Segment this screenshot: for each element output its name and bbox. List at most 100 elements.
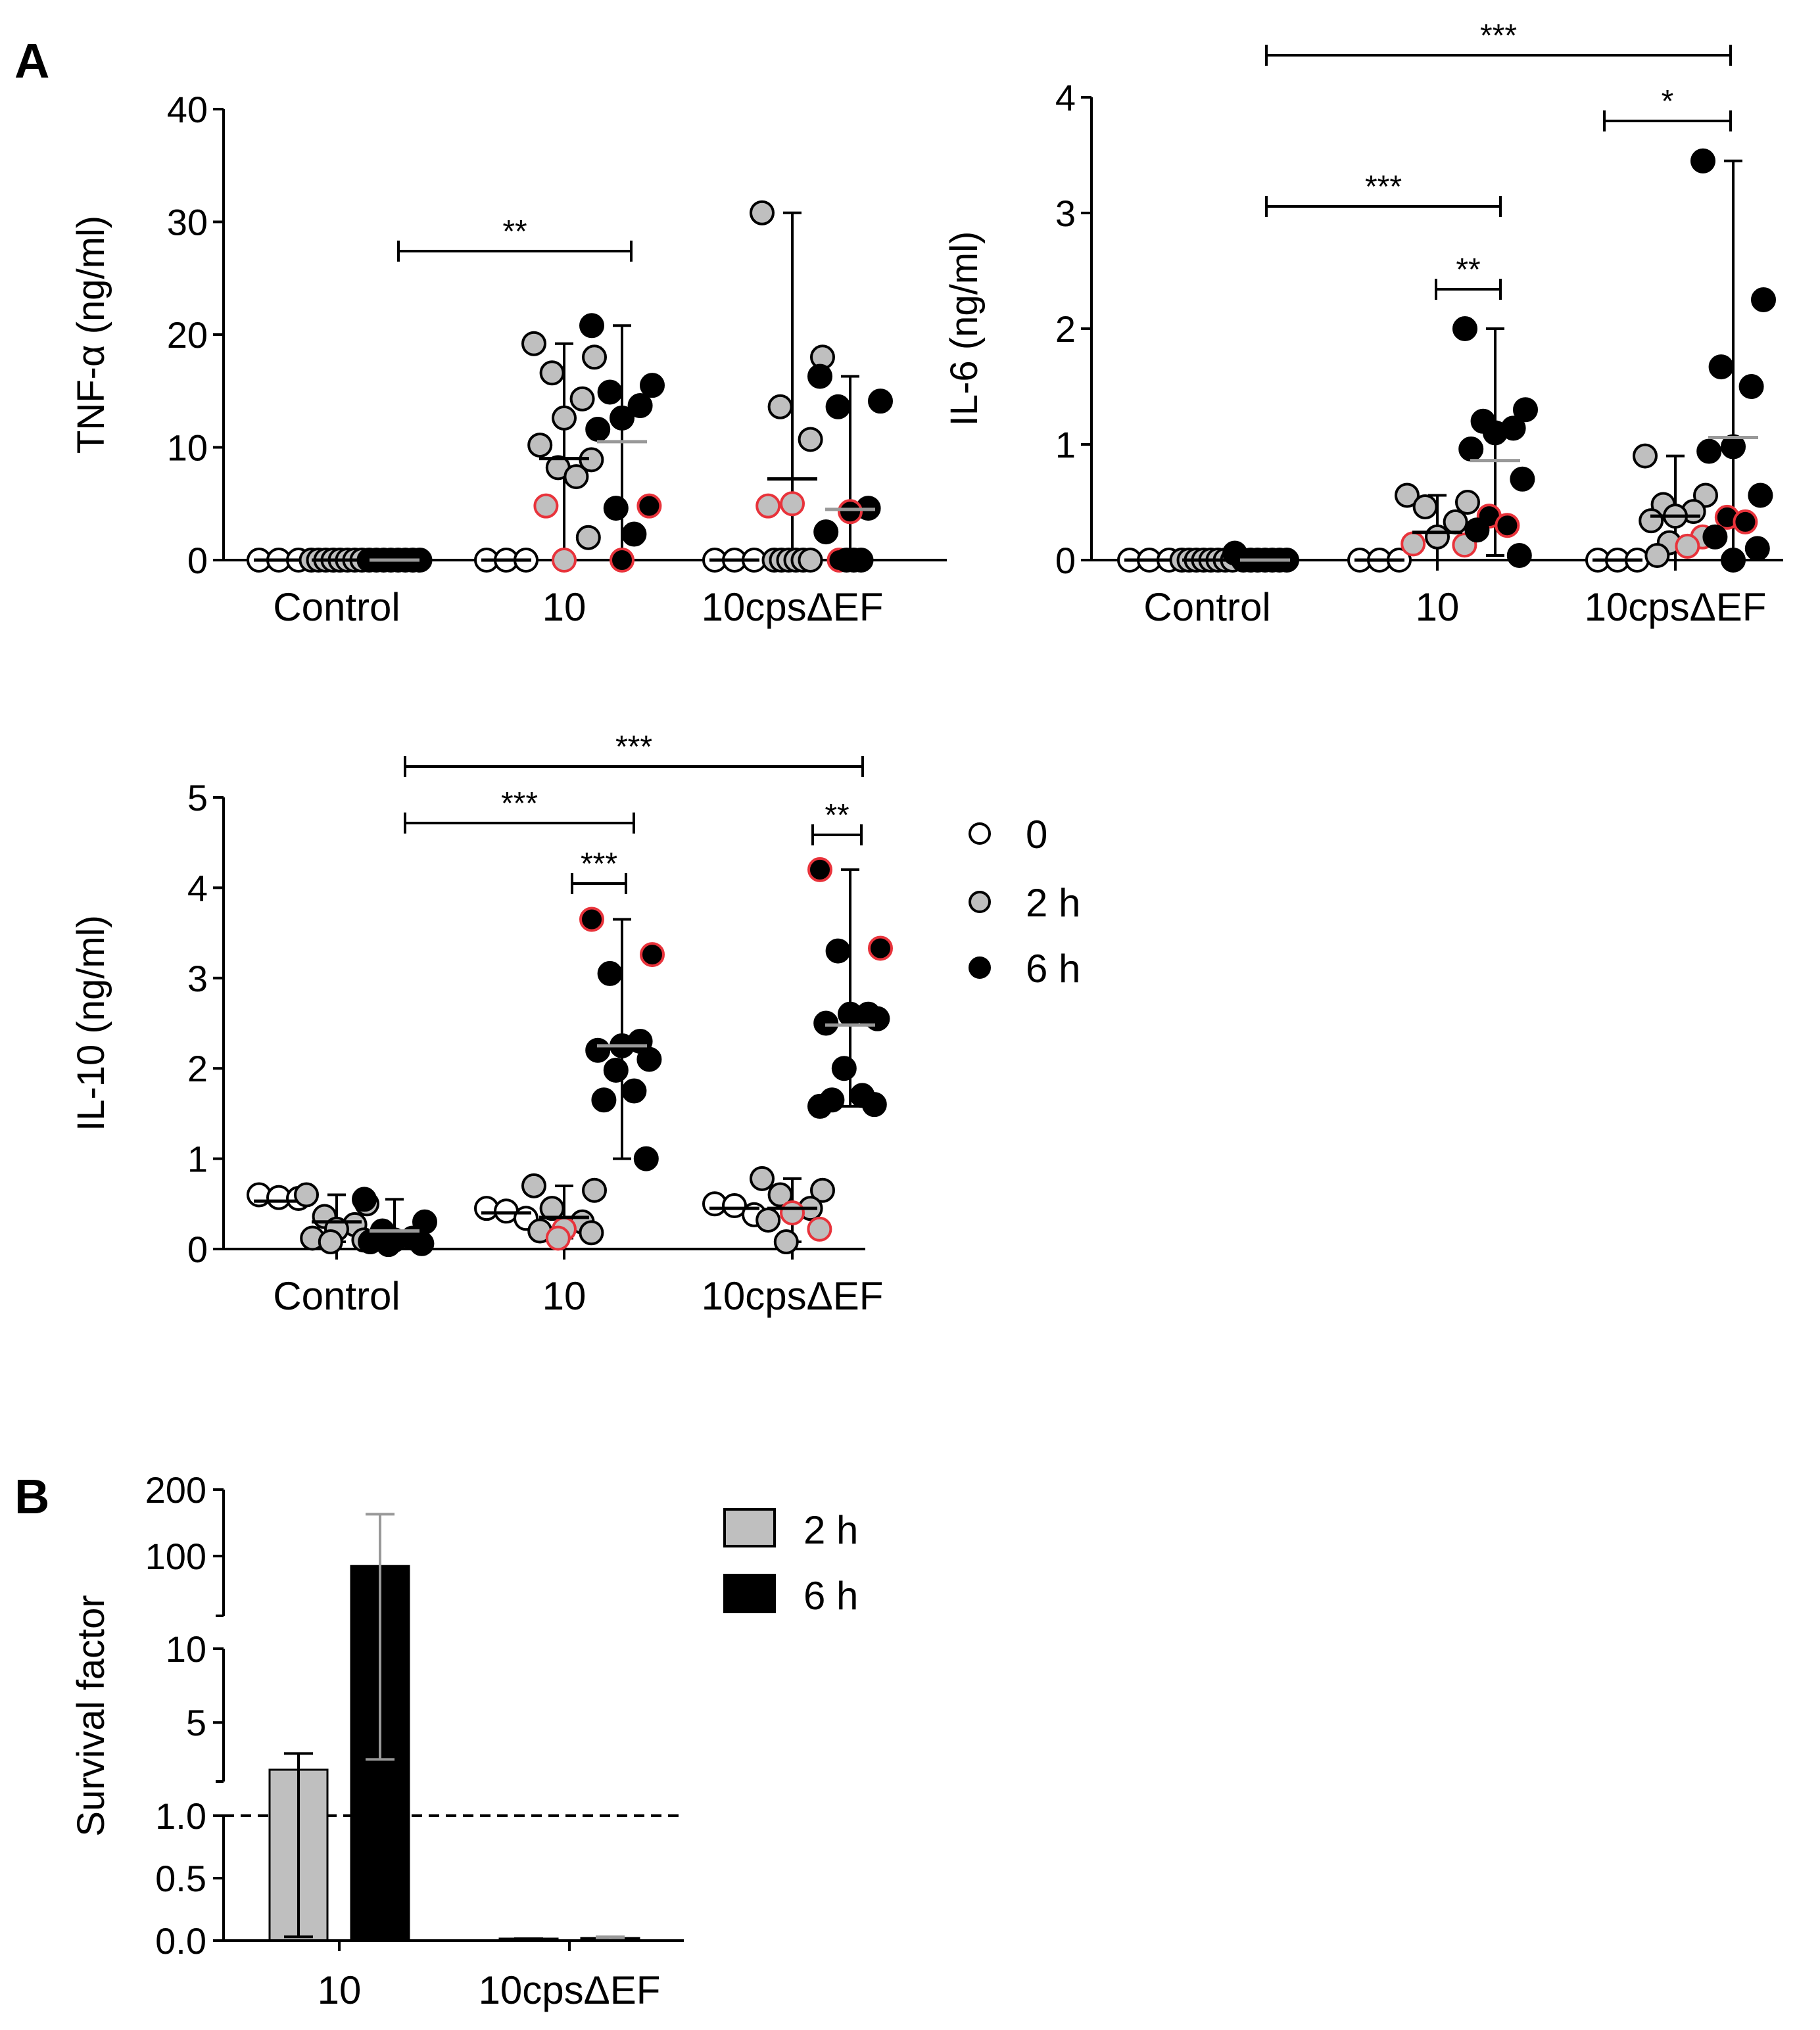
significance-label: ** [502,214,527,249]
data-point-6-h-control [375,1232,401,1258]
data-point-6-h-10cps-ef [825,394,851,419]
data-point-2-h-10cps-ef [780,1200,805,1226]
category-label-10cps-ef: 10cpsΔEF [1585,585,1767,629]
data-point-6-h-10cps-ef [1690,148,1715,174]
survival-factor-chart: 0.0 0.5 1.0 5 10 100 200 10 10cpsΔEF Survival fac… [70,1469,684,2012]
data-point-6-h-10cps-ef [1744,536,1770,561]
data-point-6-h-10cps-ef [1738,374,1764,399]
data-point-6-h-10 [591,1087,617,1113]
data-point-2-h-10 [1425,524,1450,550]
data-point-6-h-10 [640,942,665,968]
data-point-2-h-10 [1401,531,1426,557]
y-tick-label: 200 [145,1469,206,1511]
y-tick-label: 0 [187,1229,208,1270]
data-point-6-h-10 [1483,420,1508,446]
data-point-6-h-10 [1458,437,1484,462]
data-point-2-h-10 [1395,483,1420,508]
y-tick-label: 0 [187,540,208,581]
data-point-6-h-10 [1510,466,1535,492]
y-tick-label: 1 [187,1139,208,1180]
data-point-2-h-10cps-ef [810,1177,835,1203]
data-point-6-h-10cps-ef [1702,524,1728,550]
data-point-2-h-10 [521,331,546,356]
data-point-2-h-10 [1412,494,1438,520]
data-point-2-h-10 [527,433,553,458]
data-point-6-h-10cps-ef [831,1056,857,1081]
y-tick-label: 3 [187,958,208,999]
data-point-2-h-10 [539,1196,565,1221]
legend-label-0: 0 [1026,813,1047,857]
y-tick-label: 30 [167,202,208,243]
legend-label-2-h: 2 h [1026,881,1080,925]
data-point-6-h-control [409,1231,435,1256]
data-point-6-h-10 [636,493,662,519]
data-point-2-h-10 [563,464,589,490]
data-point-6-h-10cps-ef [1708,354,1734,380]
data-point-6-h-10cps-ef [1748,483,1773,508]
category-label-control: Control [273,1274,400,1318]
data-point-2-h-10cps-ef [1675,533,1700,559]
data-point-2-h-10 [533,493,559,519]
data-point-6-h-10 [597,379,623,405]
legend-label-2-h: 2 h [803,1508,858,1552]
panel-a-label: A [14,34,49,88]
data-point-2-h-10 [575,525,601,550]
data-point-2-h-10 [1455,490,1480,515]
data-point-6-h-10 [579,907,604,932]
legend-marker-2-h [969,891,991,913]
y-tick-label: 5 [187,777,208,818]
scatter-legend: 0 2 h 6 h [969,813,1080,991]
data-point-6-h-10cps-ef [1733,509,1758,534]
category-label-10cps-ef: 10cpsΔEF [702,1274,884,1318]
y-tick-label: 2 [1055,308,1076,350]
data-point-6-h-10cps-ef [868,935,893,961]
data-point-6-h-10cps-ef [807,857,832,882]
data-point-6-h-10 [1513,397,1538,423]
data-point-6-h-10cps-ef [807,364,832,389]
data-point-6-h-10 [627,393,653,419]
data-point-2-h-10 [521,1173,546,1198]
legend-swatch-6-h [723,1574,776,1613]
data-point-2-h-10cps-ef [755,493,781,519]
data-point-2-h-10cps-ef [780,491,805,517]
data-point-6-h-10cps-ef [813,1010,839,1036]
data-point-6-h-10 [1495,513,1520,538]
data-point-2-h-10cps-ef [750,1166,775,1191]
data-point-6-h-10cps-ef [868,389,893,414]
y-axis-label: IL-10 (ng/ml) [70,915,112,1131]
y-tick-label: 0 [1055,540,1076,581]
data-point-6-h-10 [603,1057,629,1083]
category-label-10: 10 [318,1968,362,2012]
data-point-6-h-10cps-ef [838,1001,863,1027]
significance-label: * [1662,84,1674,119]
y-tick-label: 20 [167,314,208,356]
y-tick-label: 10 [167,427,208,469]
data-point-2-h-10 [552,405,577,431]
data-point-6-h-10cps-ef [807,1093,832,1119]
data-point-6-h-10 [621,1078,647,1104]
data-point-6-h-10 [585,1037,611,1063]
data-point-6-h-10 [585,417,611,442]
y-tick-label: 40 [167,89,208,130]
category-label-10: 10 [542,1274,587,1318]
data-point-6-h-10 [1464,517,1490,543]
data-point-6-h-10 [636,1047,662,1072]
data-point-6-h-10cps-ef [813,519,839,545]
data-point-6-h-control [352,1187,377,1212]
data-point-2-h-10 [1443,509,1468,534]
category-label-10cps-ef: 10cpsΔEF [479,1968,661,2012]
bar-legend: 2 h 6 h [723,1508,858,1618]
data-point-2-h-10 [539,360,565,386]
data-point-2-h-control [294,1182,319,1208]
data-point-2-h-10cps-ef [1633,443,1658,469]
significance-label: *** [581,847,617,882]
legend-marker-0 [969,822,991,845]
y-tick-label: 4 [1055,77,1076,118]
category-label-10: 10 [1416,585,1460,629]
data-point-2-h-10cps-ef [807,1216,832,1242]
data-point-6-h-10 [633,1146,659,1171]
tnf-alpha-chart: 0 10 20 30 40 TNF-α (ng/ml) Control 10 10cpsΔEF *… [70,89,947,629]
data-point-2-h-10 [569,386,595,412]
data-point-6-h-10cps-ef [1751,287,1776,312]
